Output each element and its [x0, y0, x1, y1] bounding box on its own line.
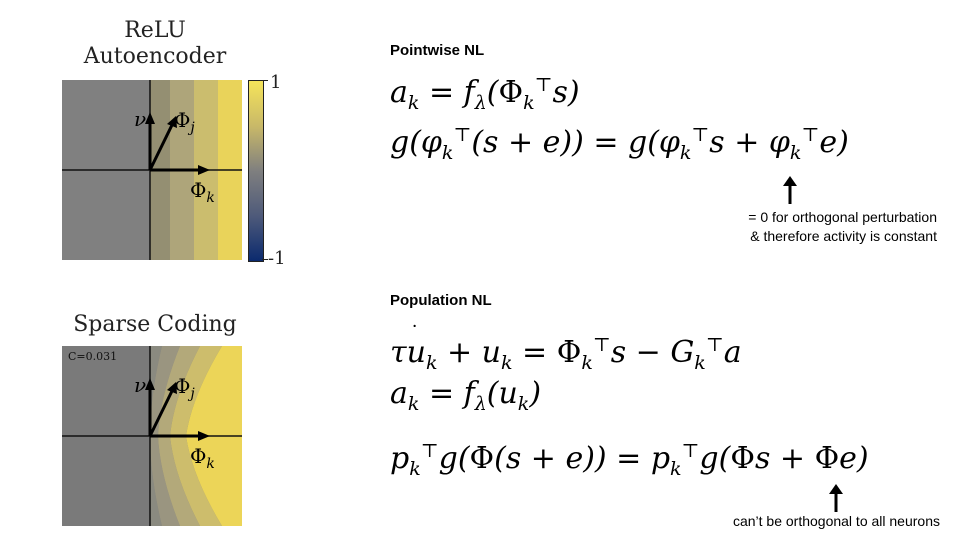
sparse-c-label: C=0.031	[68, 350, 118, 363]
pointwise-note: = 0 for orthogonal perturbation & theref…	[682, 208, 937, 246]
colorbar	[248, 80, 264, 262]
relu-phi-k-arrowhead	[198, 165, 210, 175]
sparse-label-nu: ν	[134, 373, 147, 397]
relu-heatmap	[62, 80, 242, 260]
pointwise-title: Pointwise NL	[390, 42, 485, 59]
relu-phi-j-arrowhead	[167, 116, 177, 128]
colorbar-max-label: 1	[270, 72, 282, 93]
population-title: Population NL	[390, 292, 492, 309]
colorbar-min-label: -1	[268, 248, 286, 269]
sparse-phi-j-arrowhead	[167, 382, 177, 394]
pointwise-equation-1: ak = fλ(Φk⊤s)	[390, 74, 580, 114]
pointwise-note-line2: & therefore activity is constant	[750, 228, 937, 244]
sparse-heatmap	[62, 346, 242, 526]
sparse-nu-arrowhead	[145, 378, 155, 390]
population-up-arrow-icon	[829, 484, 843, 512]
relu-title: ReLU Autoencoder	[60, 18, 250, 70]
relu-title-line1: ReLU	[124, 18, 186, 43]
sparse-phi-k-arrowhead	[198, 431, 210, 441]
relu-label-nu: ν	[134, 107, 147, 131]
sparse-label-phi-k: Φk	[190, 444, 215, 472]
population-note: can’t be orthogonal to all neurons	[732, 513, 940, 529]
relu-label-phi-k: Φk	[190, 178, 215, 206]
pointwise-note-line1: = 0 for orthogonal perturbation	[748, 209, 937, 225]
population-equation-2: ak = fλ(uk)	[390, 376, 542, 415]
relu-nu-arrowhead	[145, 112, 155, 124]
relu-label-phi-j: Φj	[174, 108, 195, 136]
relu-title-line2: Autoencoder	[83, 44, 227, 69]
sparse-title: Sparse Coding	[73, 312, 237, 337]
population-equation-1: τu ˙ k + uk = Φk⊤s − Gk⊤a	[390, 321, 742, 374]
pointwise-up-arrow-icon	[783, 176, 797, 204]
sparse-label-phi-j: Φj	[174, 374, 195, 402]
population-equation-3: pk⊤g(Φ(s + e)) = pk⊤g(Φs + Φe)	[390, 440, 869, 480]
pointwise-equation-2: g(φk⊤(s + e)) = g(φk⊤s + φk⊤e)	[390, 124, 849, 164]
